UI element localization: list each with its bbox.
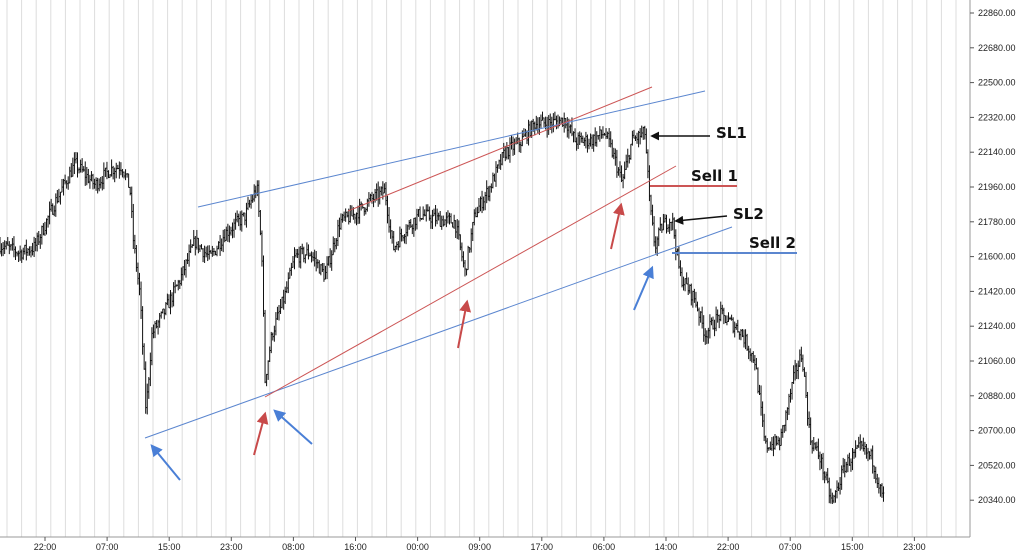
- sell2-label: Sell 2: [749, 234, 796, 252]
- upper-blue-trendline: [197, 90, 706, 208]
- y-tick-label: 22860.00: [978, 8, 1016, 18]
- x-axis: 22:00 07:00 15:00 23:00 08:00 16:00 00:00 09:00…: [0, 536, 970, 552]
- blue-arrow: [150, 444, 181, 481]
- y-tick-label: 21060.00: [978, 356, 1016, 366]
- sell1-label: Sell 1: [691, 167, 738, 185]
- x-tick-label: 23:00: [220, 542, 243, 552]
- blue-arrow: [633, 265, 654, 311]
- y-tick-label: 20700.00: [978, 426, 1016, 436]
- y-tick-label: 20880.00: [978, 391, 1016, 401]
- sl2-arrow: [674, 215, 728, 225]
- y-tick-label: 21600.00: [978, 252, 1016, 262]
- y-tick-label: 21240.00: [978, 321, 1016, 331]
- y-tick-label: 21960.00: [978, 182, 1016, 192]
- trend-lines: [144, 86, 797, 439]
- x-tick-label: 16:00: [344, 542, 367, 552]
- x-tick-label: 17:00: [531, 542, 554, 552]
- y-tick-label: 21780.00: [978, 217, 1016, 227]
- x-tick-label: 15:00: [841, 542, 864, 552]
- y-axis: 22860.00 22680.00 22500.00 22320.00 22140.00…: [969, 0, 1016, 537]
- x-tick-label: 15:00: [158, 542, 181, 552]
- lower-blue-trendline: [144, 226, 733, 439]
- x-tick-label: 07:00: [779, 542, 802, 552]
- blue-arrow: [273, 409, 313, 445]
- y-tick-label: 22320.00: [978, 112, 1016, 122]
- red-arrow: [253, 411, 269, 456]
- y-tick-label: 20520.00: [978, 460, 1016, 470]
- grid-lines: [6, 0, 957, 537]
- x-tick-label: 07:00: [96, 542, 119, 552]
- y-tick-label: 20340.00: [978, 495, 1016, 505]
- x-tick-label: 08:00: [282, 542, 305, 552]
- x-tick-label: 22:00: [34, 542, 57, 552]
- y-tick-label: 21420.00: [978, 286, 1016, 296]
- arrows: [150, 202, 654, 481]
- annotations: SL1 Sell 1 SL2 Sell 2: [650, 124, 796, 252]
- x-tick-label: 22:00: [717, 542, 740, 552]
- lower-red-trendline: [264, 165, 677, 398]
- sl2-label: SL2: [733, 205, 764, 223]
- y-tick-label: 22140.00: [978, 147, 1016, 157]
- upper-red-trendline: [347, 86, 653, 212]
- y-tick-label: 22500.00: [978, 78, 1016, 88]
- y-tick-label: 22680.00: [978, 43, 1016, 53]
- x-tick-label: 23:00: [903, 542, 926, 552]
- x-tick-label: 00:00: [406, 542, 429, 552]
- red-arrow: [457, 299, 472, 349]
- candles: [0, 111, 885, 505]
- red-arrow: [610, 202, 625, 250]
- x-tick-label: 14:00: [655, 542, 678, 552]
- x-tick-label: 06:00: [593, 542, 616, 552]
- sl1-label: SL1: [716, 124, 747, 142]
- x-tick-label: 09:00: [468, 542, 491, 552]
